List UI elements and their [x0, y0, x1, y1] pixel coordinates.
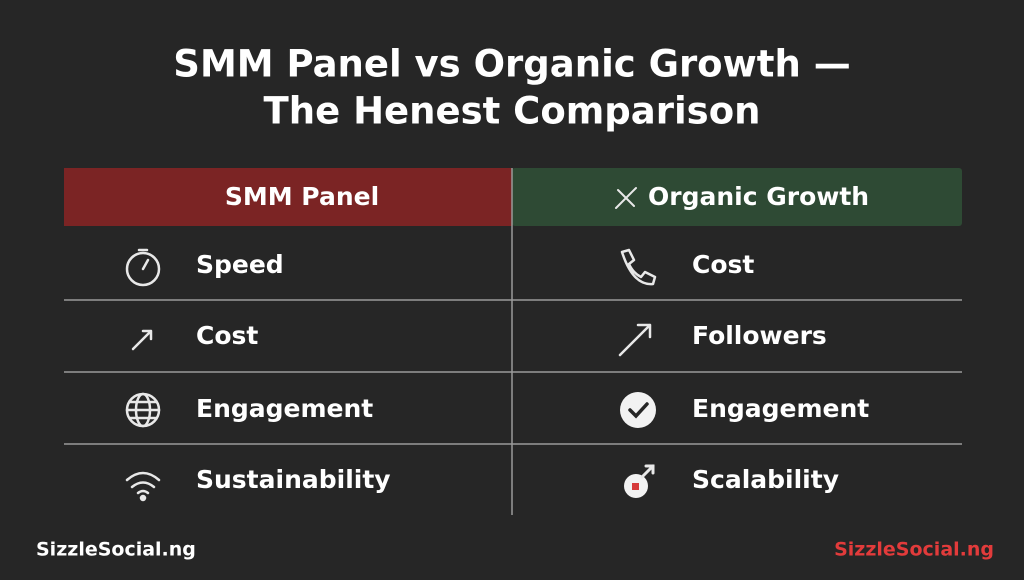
icon [125, 248, 161, 287]
header: SMM Panel [225, 182, 379, 211]
cell: Cost [196, 321, 258, 350]
icon [131, 329, 153, 351]
cell: Followers [692, 321, 827, 350]
cell: Cost [692, 250, 754, 279]
cell: Sustainability [196, 465, 391, 494]
icon [624, 464, 655, 498]
header: Organic Growth [648, 182, 869, 211]
icon [620, 392, 656, 428]
icon [615, 187, 637, 209]
icon [620, 248, 657, 286]
header-cell [64, 168, 512, 226]
cell: Engagement [196, 394, 373, 423]
title: The Henest Comparison [264, 90, 761, 133]
footer-brand: SizzleSocial.ng [834, 539, 994, 561]
cell: Scalability [692, 465, 839, 494]
icon [125, 392, 161, 428]
footer-brand: SizzleSocial.ng [36, 539, 196, 561]
title: SMM Panel vs Organic Growth — [173, 43, 850, 86]
icon [618, 323, 652, 357]
header-cell [512, 168, 962, 226]
cell: Speed [196, 250, 284, 279]
cell: Engagement [692, 394, 869, 423]
icon [125, 471, 161, 502]
